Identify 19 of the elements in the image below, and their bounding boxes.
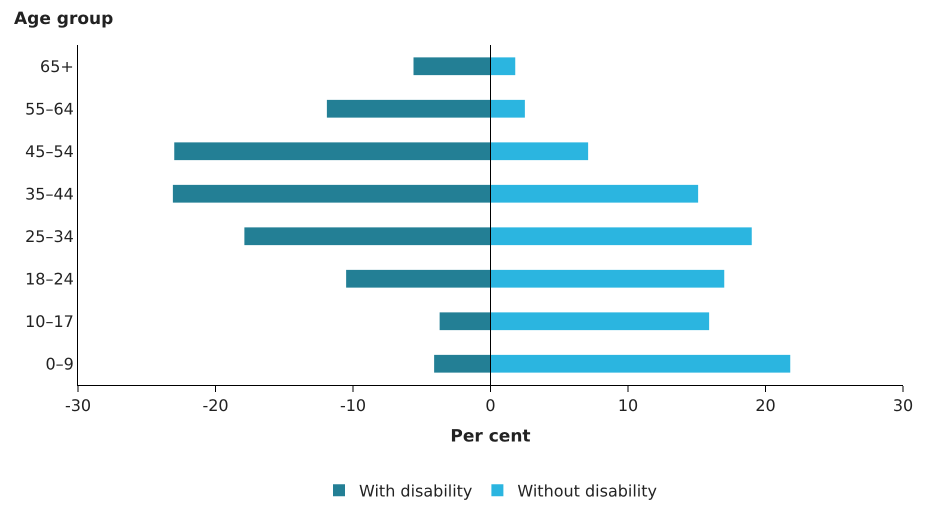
x-tick-label: -30 <box>64 396 92 416</box>
x-tick-label: -10 <box>340 396 366 416</box>
x-tick-label: 0 <box>485 396 496 416</box>
y-tick-label: 35–44 <box>25 184 74 204</box>
x-tick-label: 10 <box>618 396 638 416</box>
x-axis-title: Per cent <box>450 426 531 447</box>
x-tick-label: -20 <box>202 396 229 416</box>
y-tick-label: 0–9 <box>45 354 74 374</box>
y-axis-title: Age group <box>14 9 114 29</box>
y-tick-label: 25–34 <box>25 226 74 246</box>
y-tick-label: 18–24 <box>25 269 74 288</box>
y-tick-label: 10–17 <box>25 312 74 331</box>
y-tick-label: 65+ <box>40 56 74 76</box>
x-tick-label: 20 <box>755 396 776 416</box>
legend-label: With disability <box>359 482 472 501</box>
y-tick-label: 45–54 <box>25 142 74 161</box>
y-tick-label: 55–64 <box>25 99 74 118</box>
legend-label: Without disability <box>517 482 657 501</box>
x-tick-label: 30 <box>892 396 914 416</box>
